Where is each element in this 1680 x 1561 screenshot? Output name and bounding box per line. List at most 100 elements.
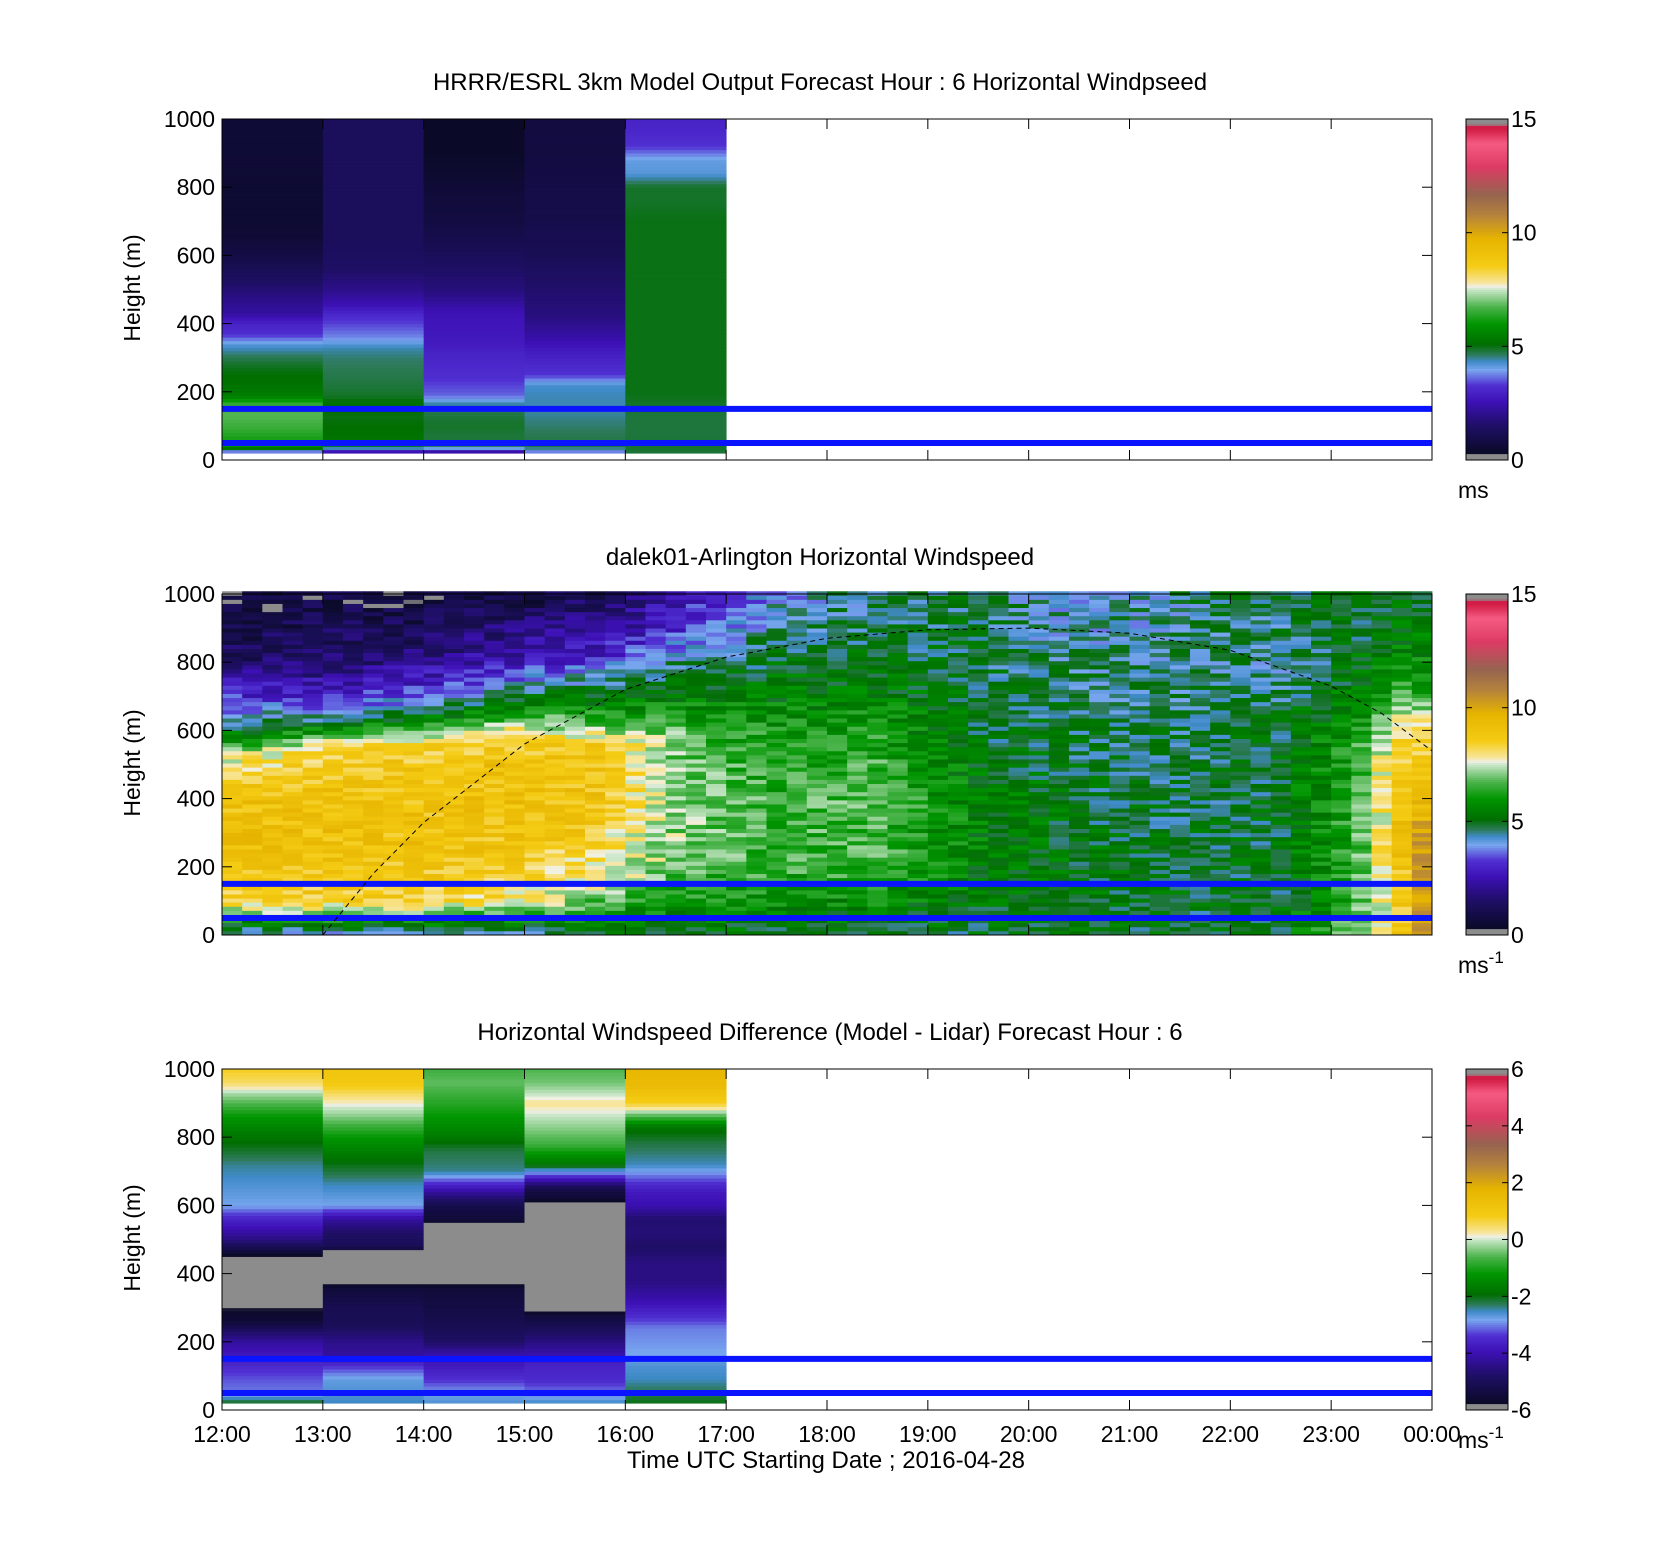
heat-cell bbox=[504, 861, 525, 866]
heat-cell bbox=[464, 894, 485, 899]
heat-cell bbox=[1109, 771, 1130, 776]
heat-cell bbox=[806, 750, 828, 756]
heat-cell bbox=[625, 791, 646, 797]
heat-cell bbox=[343, 615, 364, 621]
heat-cell bbox=[927, 877, 949, 883]
colorbar-swatch bbox=[1466, 229, 1508, 233]
heat-cell bbox=[423, 275, 525, 280]
heat-cell bbox=[524, 611, 546, 617]
heat-cell bbox=[1048, 742, 1070, 748]
heat-cell bbox=[726, 636, 747, 641]
heat-cell bbox=[786, 885, 808, 891]
heat-cell bbox=[766, 648, 788, 654]
heat-cell bbox=[1109, 832, 1130, 838]
heat-cell bbox=[665, 718, 687, 723]
heat-cell bbox=[927, 804, 949, 809]
colorbar-swatch bbox=[1466, 340, 1508, 344]
heat-cell bbox=[1048, 714, 1070, 719]
heat-cell bbox=[988, 869, 1009, 875]
heat-cell bbox=[222, 419, 324, 423]
heat-cell bbox=[322, 197, 425, 202]
heat-cell bbox=[665, 910, 687, 915]
heat-cell bbox=[887, 906, 909, 911]
heat-cell bbox=[544, 607, 566, 613]
heat-cell bbox=[988, 726, 1009, 731]
heat-cell bbox=[665, 693, 687, 699]
heat-cell bbox=[504, 754, 525, 760]
heat-cell bbox=[968, 714, 989, 719]
heat-cell bbox=[363, 763, 384, 768]
heat-cell bbox=[645, 689, 667, 694]
heat-cell bbox=[1230, 902, 1251, 907]
heat-cell bbox=[645, 828, 667, 834]
heat-cell bbox=[343, 861, 364, 866]
heat-cell bbox=[685, 898, 707, 903]
heat-cell bbox=[1190, 861, 1211, 866]
heat-cell bbox=[363, 799, 384, 805]
heat-cell bbox=[343, 820, 364, 825]
heat-cell bbox=[222, 771, 243, 776]
heat-cell bbox=[786, 705, 808, 711]
heat-cell bbox=[524, 176, 626, 181]
heat-cell bbox=[322, 607, 344, 613]
heat-cell bbox=[948, 902, 969, 907]
heat-cell bbox=[343, 902, 364, 907]
heat-cell bbox=[948, 603, 969, 609]
heat-cell bbox=[423, 303, 525, 307]
heat-cell bbox=[343, 742, 364, 748]
heat-cell bbox=[322, 660, 344, 666]
heat-cell bbox=[907, 795, 929, 801]
heat-cell bbox=[585, 619, 606, 625]
colorbar-swatch bbox=[1466, 131, 1508, 135]
heat-cell bbox=[322, 204, 425, 209]
heat-cell bbox=[222, 820, 243, 825]
heat-cell bbox=[564, 791, 586, 797]
heat-cell bbox=[706, 869, 727, 875]
heat-cell bbox=[625, 664, 646, 670]
heat-cell bbox=[1109, 746, 1130, 752]
heat-cell bbox=[645, 701, 667, 707]
heat-cell bbox=[1008, 775, 1030, 780]
heat-cell bbox=[746, 804, 767, 809]
heat-cell bbox=[363, 808, 384, 813]
heat-cell bbox=[282, 624, 304, 629]
heat-cell bbox=[605, 771, 626, 776]
heat-cell bbox=[1048, 746, 1070, 752]
heat-cell bbox=[827, 693, 848, 699]
heat-cell bbox=[403, 754, 425, 760]
heat-cell bbox=[524, 759, 546, 764]
heat-cell bbox=[726, 877, 747, 883]
heat-cell bbox=[665, 660, 687, 666]
heat-cell bbox=[302, 652, 324, 658]
heat-cell bbox=[322, 221, 425, 226]
heat-cell bbox=[1048, 902, 1070, 907]
heat-cell bbox=[1109, 705, 1130, 711]
heat-cell bbox=[786, 718, 808, 723]
heat-cell bbox=[948, 640, 969, 645]
heat-cell bbox=[1169, 648, 1191, 654]
heat-cell bbox=[585, 673, 606, 678]
heat-cell bbox=[1109, 885, 1130, 891]
heat-cell bbox=[322, 718, 344, 723]
heat-cell bbox=[524, 139, 626, 144]
heat-cell bbox=[423, 824, 445, 830]
heat-cell bbox=[665, 669, 687, 674]
heat-cell bbox=[1129, 636, 1151, 641]
heat-cell bbox=[585, 763, 606, 768]
heat-cell bbox=[484, 611, 505, 617]
heat-cell bbox=[242, 730, 263, 735]
heat-cell bbox=[685, 660, 707, 666]
heat-cell bbox=[887, 771, 909, 776]
heat-cell bbox=[605, 603, 626, 609]
heat-cell bbox=[786, 889, 808, 895]
heat-cell bbox=[1129, 877, 1151, 883]
heat-cell bbox=[222, 313, 324, 318]
heat-cell bbox=[665, 709, 687, 715]
heat-cell bbox=[887, 648, 909, 654]
heat-cell bbox=[585, 783, 606, 789]
heat-cell bbox=[423, 607, 445, 613]
heat-cell bbox=[887, 926, 909, 932]
heat-cell bbox=[685, 632, 707, 637]
heat-cell bbox=[665, 599, 687, 604]
